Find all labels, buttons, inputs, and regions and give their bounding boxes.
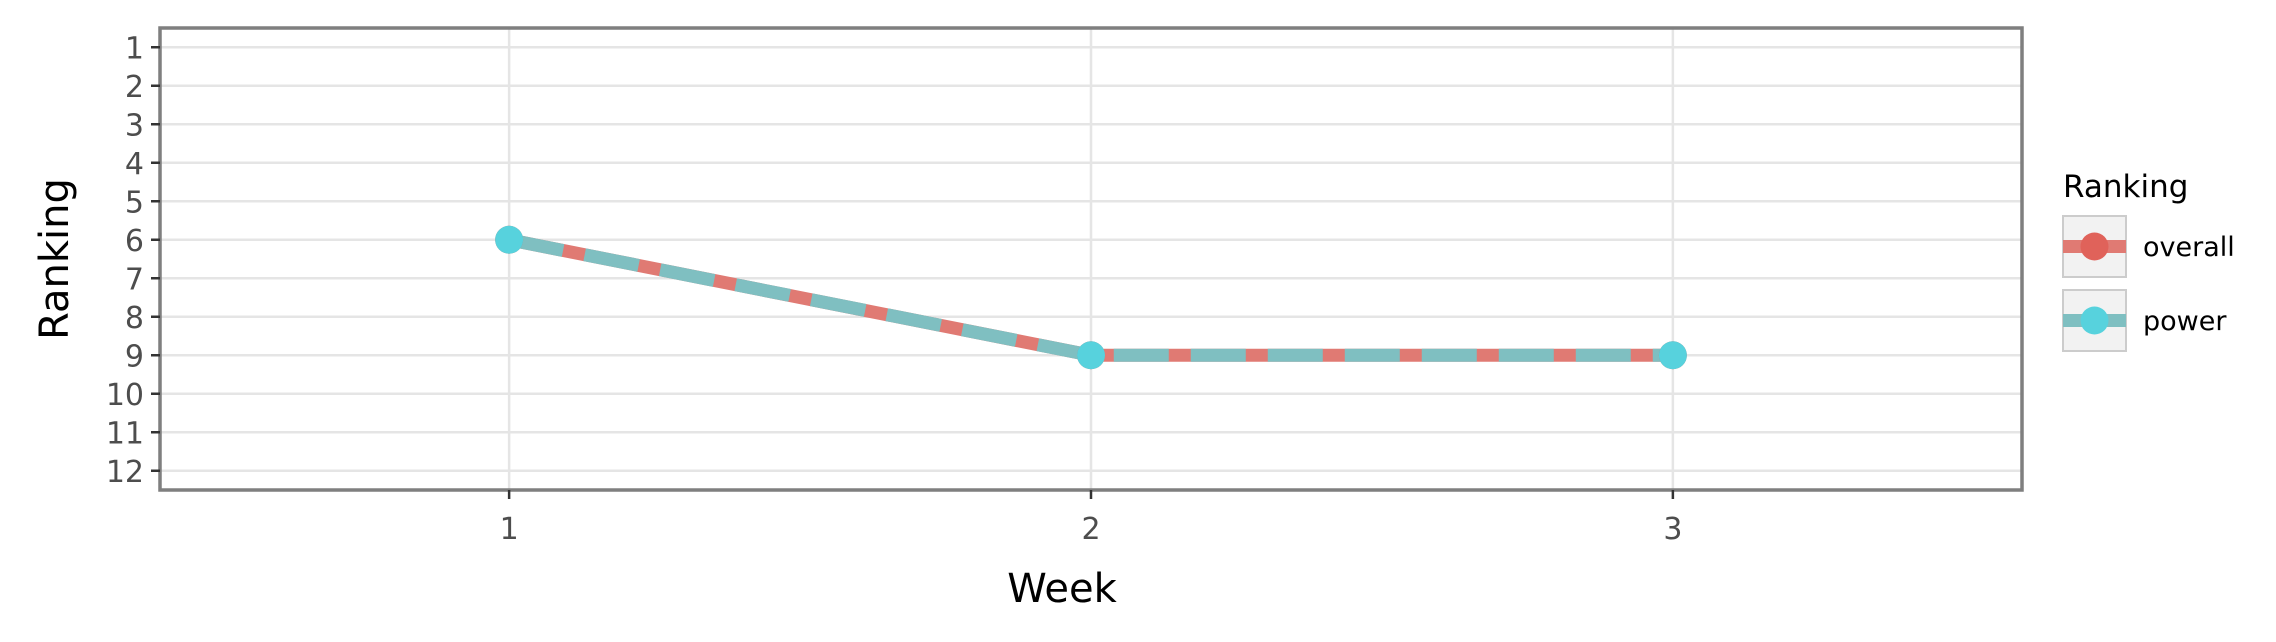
y-tick-label: 5	[125, 185, 144, 220]
y-tick-label: 3	[125, 108, 144, 143]
x-tick-label: 2	[1081, 512, 1100, 547]
y-tick-label: 4	[125, 147, 144, 182]
y-tick-label: 1	[125, 31, 144, 66]
series-markers	[495, 225, 1687, 370]
legend: Ranking overall power	[2062, 169, 2235, 352]
y-axis-title: Ranking	[32, 178, 78, 340]
x-tick-label: 1	[500, 512, 519, 547]
grid-lines	[160, 28, 2022, 490]
legend-title: Ranking	[2063, 169, 2188, 205]
y-tick-label: 11	[106, 416, 144, 451]
y-tick-label: 2	[125, 70, 144, 105]
y-tick-label: 10	[106, 378, 144, 413]
legend-marker-swatch	[2080, 306, 2109, 335]
x-tick-label: 3	[1663, 512, 1682, 547]
x-axis-ticks: 1 2 3	[500, 490, 1682, 547]
y-tick-label: 9	[125, 339, 144, 374]
point-power	[1658, 341, 1687, 370]
y-tick-label: 6	[125, 224, 144, 259]
legend-item-overall: overall	[2062, 215, 2235, 278]
point-power	[1077, 341, 1105, 370]
y-tick-label: 8	[125, 301, 144, 336]
legend-label: overall	[2143, 232, 2235, 263]
x-axis-title: Week	[1007, 566, 1117, 612]
point-power	[495, 225, 524, 254]
legend-item-power: power	[2062, 289, 2227, 352]
legend-marker-swatch	[2080, 232, 2109, 261]
y-tick-label: 7	[125, 262, 144, 297]
legend-items: overall power	[2062, 215, 2235, 352]
y-tick-label: 12	[106, 455, 144, 490]
legend-label: power	[2143, 306, 2227, 337]
